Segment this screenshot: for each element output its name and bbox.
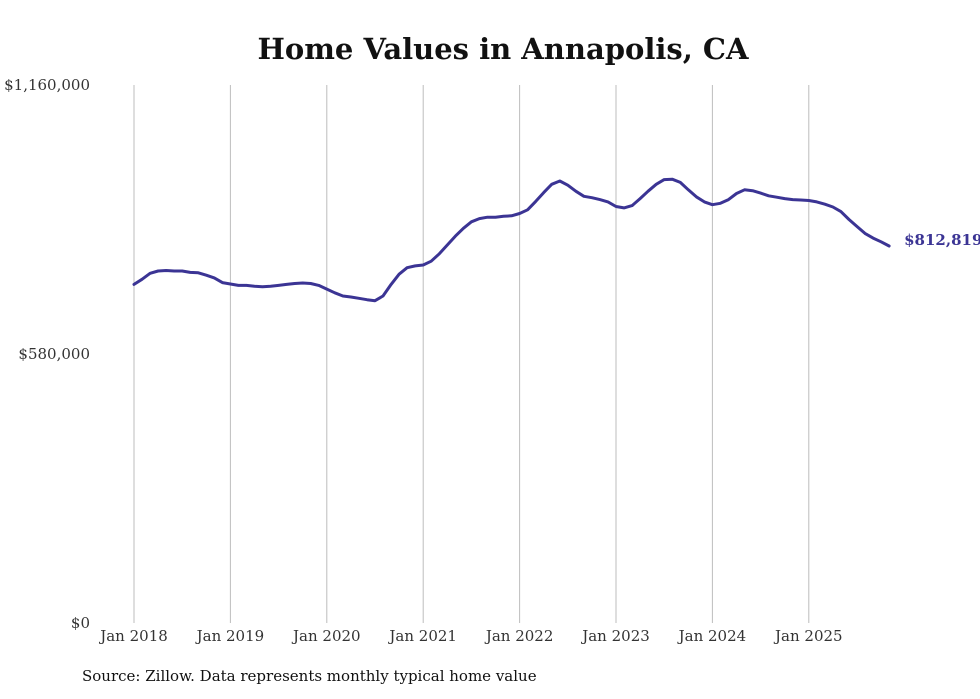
x-tick-label: Jan 2021 (387, 627, 457, 645)
x-tick-label: Jan 2020 (291, 627, 361, 645)
y-tick-label: $1,160,000 (4, 76, 90, 94)
x-tick-label: Jan 2023 (580, 627, 650, 645)
y-tick-label: $0 (71, 614, 90, 632)
series-layer (132, 177, 891, 303)
x-tick-label: Jan 2022 (484, 627, 554, 645)
x-tick-label: Jan 2018 (98, 627, 168, 645)
series-line (132, 177, 891, 303)
gridlines (133, 85, 810, 623)
end-value-label: $812,819 (904, 231, 980, 249)
source-note: Source: Zillow. Data represents monthly … (82, 667, 537, 685)
x-tick-label: Jan 2024 (677, 627, 747, 645)
chart-title: Home Values in Annapolis, CA (258, 32, 749, 66)
x-tick-label: Jan 2019 (195, 627, 265, 645)
y-tick-label: $580,000 (18, 345, 90, 363)
x-axis-ticks: Jan 2018 Jan 2019 Jan 2020 Jan 2021 Jan 2022… (98, 627, 842, 645)
x-tick-label: Jan 2025 (773, 627, 843, 645)
y-axis-ticks: $1,160,000 $580,000 $0 (4, 76, 90, 632)
